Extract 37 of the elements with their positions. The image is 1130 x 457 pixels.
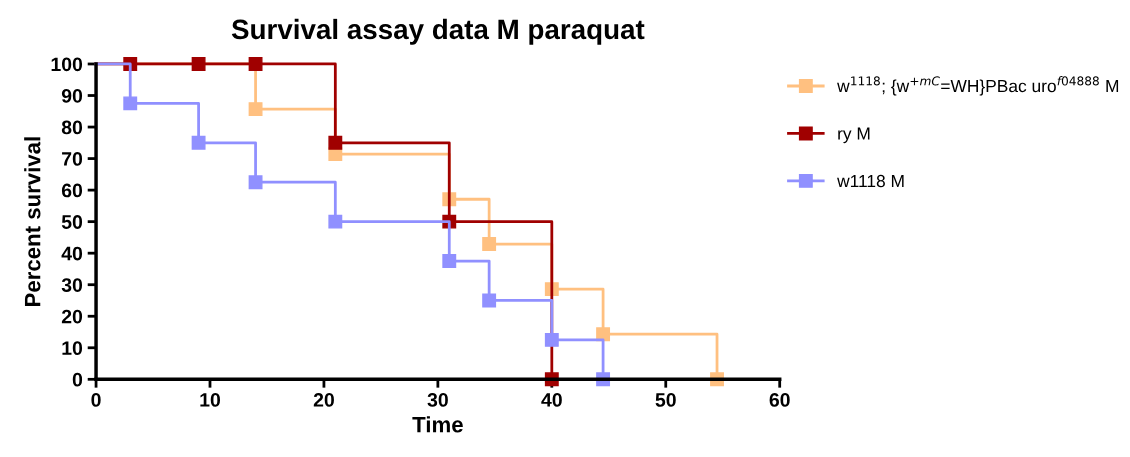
- point: [482, 237, 497, 251]
- point: [123, 96, 138, 111]
- y-tick-label: 70: [62, 152, 83, 166]
- point: [248, 175, 263, 190]
- legend-label: ry M: [838, 127, 870, 144]
- y-axis-title: Percent survival: [24, 137, 41, 306]
- y-tick-label: 10: [62, 341, 83, 356]
- point: [482, 293, 497, 308]
- y-tick-label: 60: [61, 183, 83, 198]
- point: [191, 57, 206, 71]
- y-tick-label: 20: [61, 309, 83, 324]
- point: [328, 214, 343, 229]
- y-tick-label: 100: [51, 57, 83, 72]
- x-tick-label: 10: [200, 393, 221, 407]
- y-tick-label: 50: [61, 215, 83, 229]
- x-tick-label: 40: [541, 393, 562, 407]
- x-tick-label: 0: [91, 393, 101, 407]
- x-tick-label: 20: [313, 393, 334, 407]
- point: [191, 135, 206, 150]
- y-tick-label: 0: [72, 372, 83, 387]
- y-tick-label: 90: [61, 88, 83, 103]
- x-tick-label: 30: [427, 393, 448, 407]
- y-tick-label: 80: [61, 120, 83, 135]
- point: [442, 254, 457, 269]
- point: [596, 327, 611, 342]
- legend-label: w$^{1118}$; {w$^{+mC}$=WH}PBac uro$^{f04888}$ M: [837, 76, 1119, 96]
- chart-title: Survival assay data M paraquat: [231, 18, 645, 45]
- x-axis-title: Time: [412, 416, 463, 433]
- y-tick-label: 30: [61, 278, 83, 292]
- point: [544, 332, 559, 347]
- x-tick-label: 50: [655, 393, 676, 407]
- point: [248, 102, 263, 117]
- x-tick-label: 60: [769, 393, 790, 407]
- point: [248, 57, 263, 71]
- y-tick-label: 40: [61, 246, 83, 261]
- point: [328, 135, 343, 150]
- legend-label: w1118 M: [837, 174, 904, 188]
